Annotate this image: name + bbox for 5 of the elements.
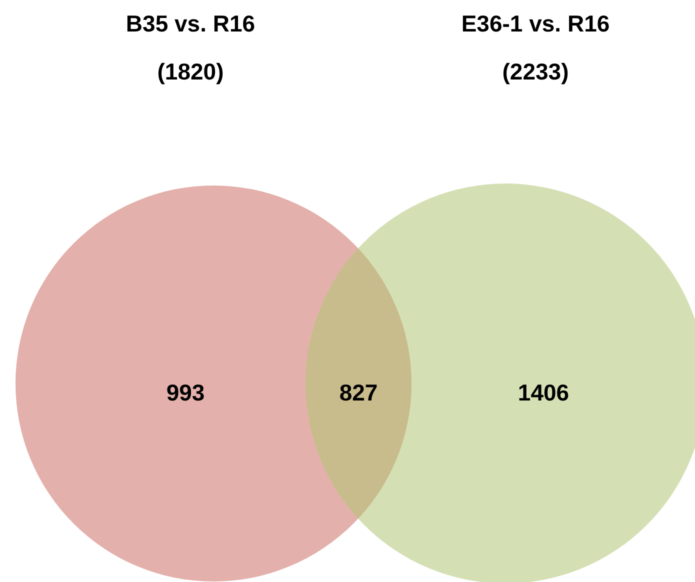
data-label: 993 [166, 380, 205, 406]
data-label: 1406 [518, 380, 570, 406]
text: E36-1 vs. R16 (2233) [461, 10, 610, 85]
text: B35 vs. R16 (1820) [126, 10, 256, 85]
data-label: 827 [339, 380, 378, 406]
